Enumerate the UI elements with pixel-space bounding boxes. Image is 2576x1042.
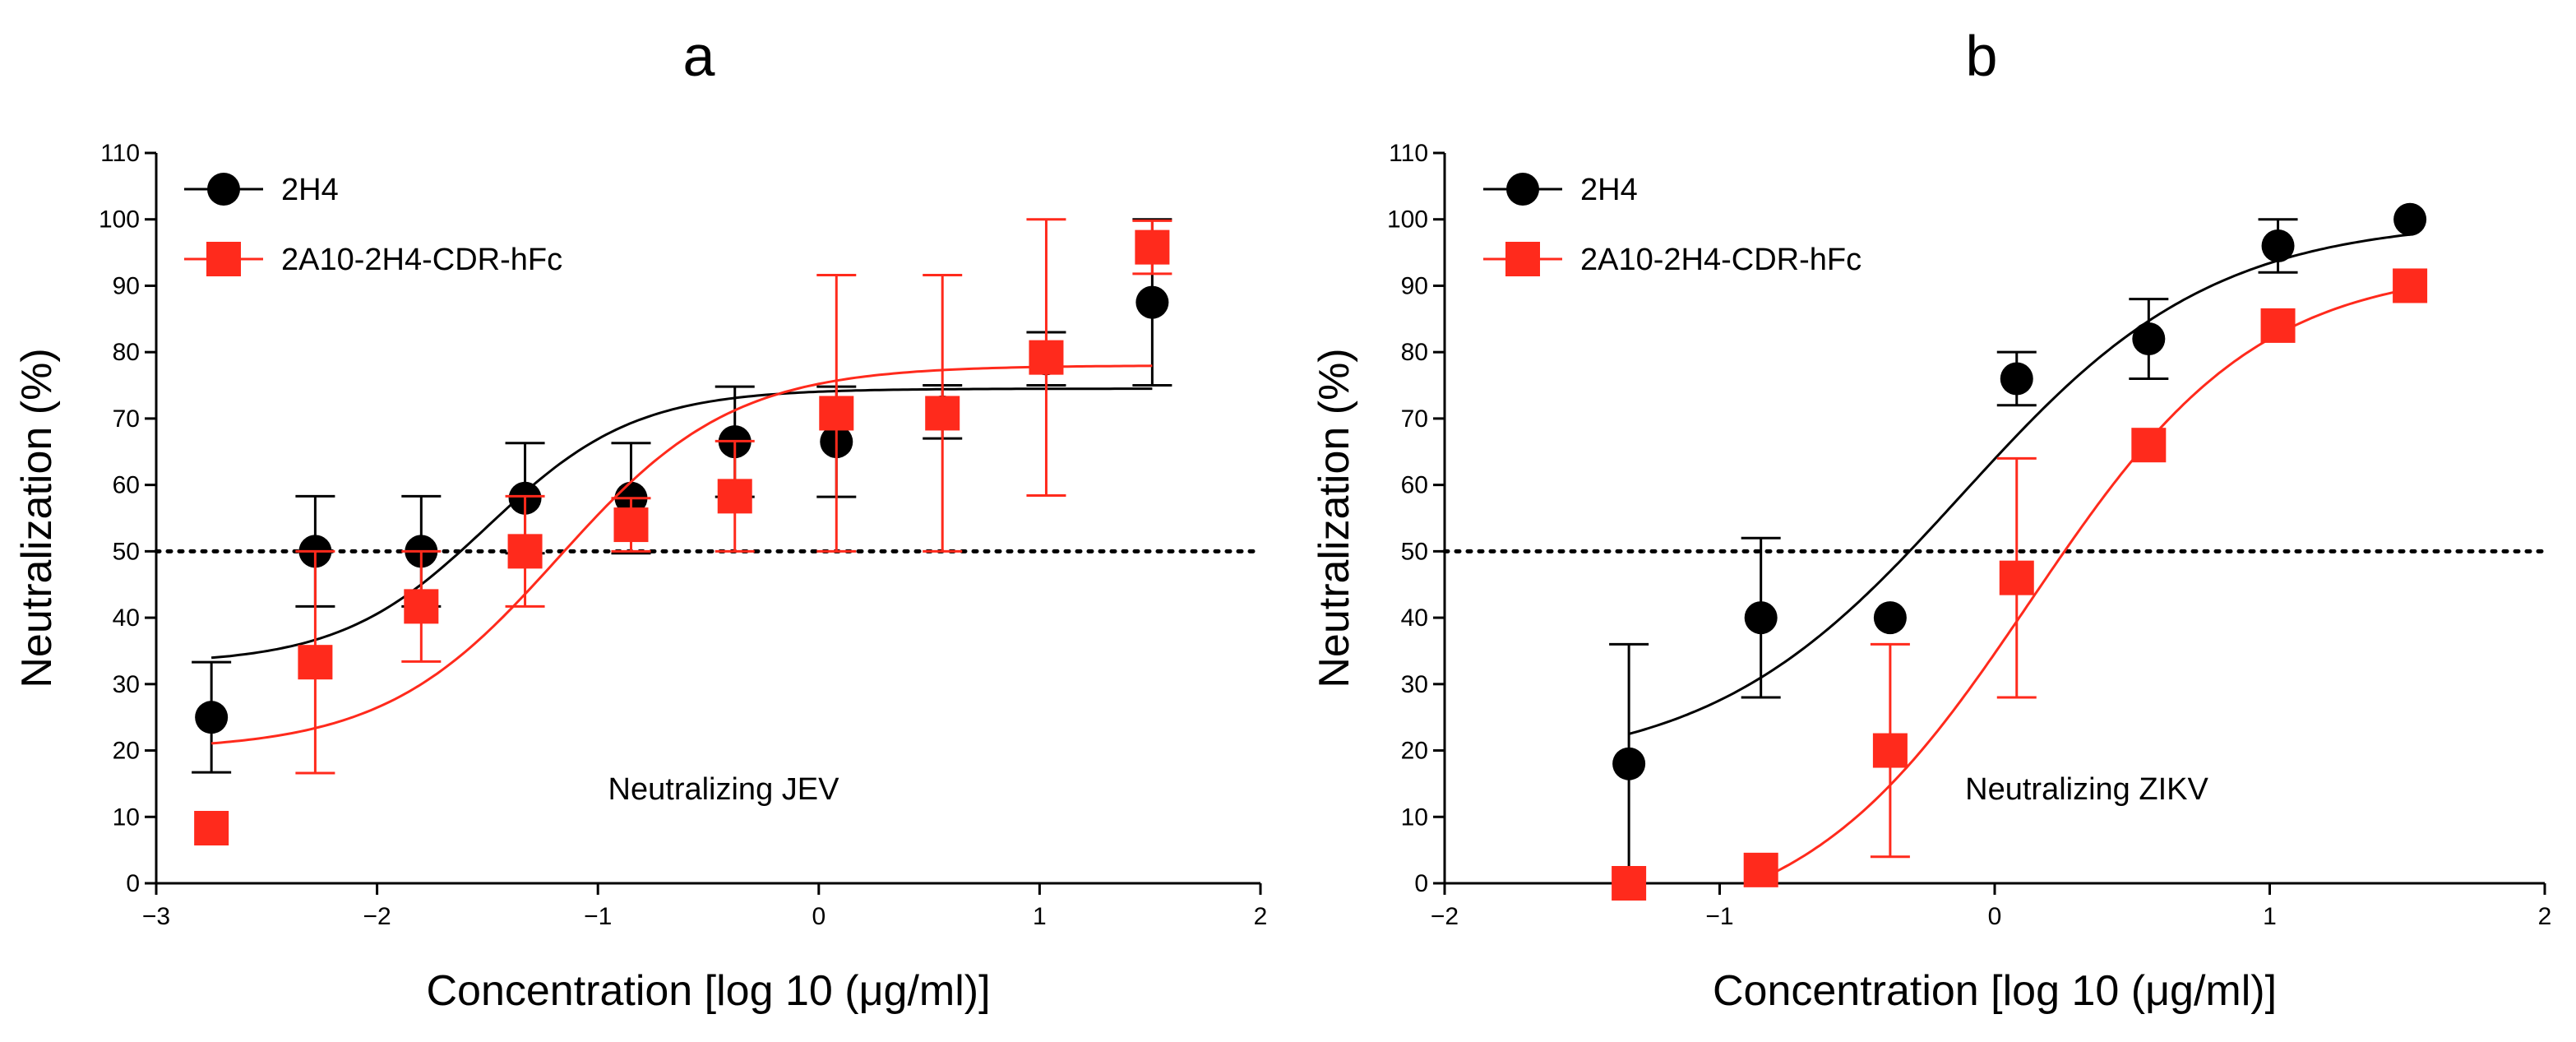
y-tick-label: 30 xyxy=(113,671,140,698)
y-tick-label: 100 xyxy=(99,206,140,234)
data-point-square xyxy=(507,534,543,569)
panel-letter: b xyxy=(1966,24,1998,88)
y-tick-label: 20 xyxy=(113,738,140,765)
data-point-square xyxy=(1872,733,1908,768)
y-tick-label: 50 xyxy=(1401,538,1428,565)
x-tick-label: −3 xyxy=(142,903,170,930)
x-tick-label: 2 xyxy=(2538,903,2552,930)
y-axis-title: Neutralization (%) xyxy=(1311,348,1358,688)
y-tick-label: 30 xyxy=(1401,671,1428,698)
data-point-square xyxy=(717,479,752,514)
series-2h4: 2H4 xyxy=(1483,173,2427,885)
data-point-square xyxy=(298,645,333,680)
series-hfc: 2A10-2H4-CDR-hFc xyxy=(184,218,1172,845)
y-tick-label: 90 xyxy=(113,272,140,299)
data-point-square xyxy=(2131,428,2167,463)
x-tick-label: −1 xyxy=(584,903,612,930)
chart-panel-b: b 0 10 20 30 40 50 60 70 80 90 100 110 −2 −1 0 1 2 Concent… xyxy=(1311,24,2551,1015)
x-tick-label: 0 xyxy=(1988,903,2002,930)
y-tick-label: 40 xyxy=(1401,604,1428,632)
x-tick-label: 1 xyxy=(1033,903,1047,930)
legend-marker-circle xyxy=(207,173,240,206)
data-point-square xyxy=(1135,229,1170,265)
data-point-circle xyxy=(2261,229,2295,263)
legend-marker-circle xyxy=(1506,173,1539,206)
data-point-square xyxy=(1612,866,1647,901)
data-point-circle xyxy=(1135,285,1169,319)
x-axis-title: Concentration [log 10 (μg/ml)] xyxy=(426,967,990,1015)
data-point-square xyxy=(404,589,439,624)
y-axis-title: Neutralization (%) xyxy=(13,348,61,688)
data-point-square xyxy=(925,396,960,431)
data-point-square xyxy=(2393,268,2428,303)
data-point-circle xyxy=(1612,747,1646,780)
y-tick-label: 70 xyxy=(1401,405,1428,433)
data-point-square xyxy=(1029,340,1064,375)
x-tick-label: −1 xyxy=(1705,903,1733,930)
legend-label: 2H4 xyxy=(281,173,339,207)
fit-curve xyxy=(1753,287,2411,884)
y-tick-label: 20 xyxy=(1401,738,1428,765)
x-tick-label: 0 xyxy=(812,903,826,930)
data-point-circle xyxy=(2000,362,2033,396)
y-tick-label: 100 xyxy=(1387,206,1428,234)
y-tick-label: 10 xyxy=(1401,803,1428,831)
panel-letter: a xyxy=(683,24,715,88)
data-point-circle xyxy=(1873,601,1907,635)
data-point-circle xyxy=(2393,202,2427,236)
y-tick-label: 80 xyxy=(113,339,140,366)
data-point-square xyxy=(1999,560,2034,595)
series-hfc: 2A10-2H4-CDR-hFc xyxy=(1483,242,2428,901)
data-point-circle xyxy=(2132,322,2166,356)
chart-panel-a: a 0 10 20 30 40 50 60 70 80 90 100 110 −3 −2 −1 0 1 2 Conce… xyxy=(13,24,1267,1015)
legend-marker-square xyxy=(1505,242,1540,276)
fit-curve xyxy=(210,364,1153,745)
y-tick-label: 110 xyxy=(100,140,140,167)
legend-label: 2A10-2H4-CDR-hFc xyxy=(1580,243,1861,277)
legend-label: 2H4 xyxy=(1580,173,1638,207)
x-axis-title: Concentration [log 10 (μg/ml)] xyxy=(1713,967,2277,1015)
data-point-square xyxy=(2260,308,2296,343)
legend-marker-square xyxy=(206,242,241,276)
x-tick-label: 2 xyxy=(1254,903,1268,930)
fit-curve xyxy=(210,387,1153,660)
x-tick-label: −2 xyxy=(1431,903,1459,930)
data-point-square xyxy=(194,810,229,845)
x-tick-label: 1 xyxy=(2263,903,2277,930)
y-tick-label: 0 xyxy=(126,870,140,897)
y-tick-label: 110 xyxy=(1389,140,1428,167)
y-tick-label: 10 xyxy=(113,803,140,831)
y-tick-label: 0 xyxy=(1414,870,1428,897)
y-tick-label: 70 xyxy=(113,405,140,433)
y-tick-label: 80 xyxy=(1401,339,1428,366)
legend-label: 2A10-2H4-CDR-hFc xyxy=(281,243,562,277)
data-point-square xyxy=(1743,852,1778,887)
virus-annotation: Neutralizing JEV xyxy=(608,772,840,807)
y-tick-label: 50 xyxy=(113,538,140,565)
y-tick-label: 40 xyxy=(113,604,140,632)
x-tick-label: −2 xyxy=(363,903,391,930)
data-point-circle xyxy=(1744,601,1778,635)
data-point-circle xyxy=(195,701,229,734)
data-point-square xyxy=(819,396,854,431)
y-tick-label: 60 xyxy=(1401,472,1428,499)
y-tick-label: 90 xyxy=(1401,272,1428,299)
data-point-square xyxy=(613,507,649,543)
virus-annotation: Neutralizing ZIKV xyxy=(1965,772,2208,807)
y-tick-label: 60 xyxy=(113,472,140,499)
